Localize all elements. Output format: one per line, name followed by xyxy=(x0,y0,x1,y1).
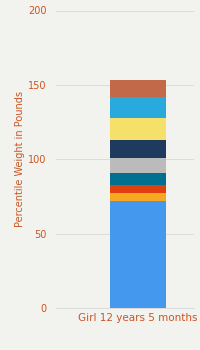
Bar xyxy=(110,184,166,194)
Bar xyxy=(110,173,166,184)
Bar xyxy=(110,201,166,308)
Y-axis label: Percentile Weight in Pounds: Percentile Weight in Pounds xyxy=(15,91,25,227)
Bar xyxy=(110,158,166,173)
Bar xyxy=(110,194,166,201)
Bar xyxy=(110,80,166,97)
Bar xyxy=(110,140,166,158)
Bar xyxy=(110,118,166,140)
Bar xyxy=(110,97,166,118)
